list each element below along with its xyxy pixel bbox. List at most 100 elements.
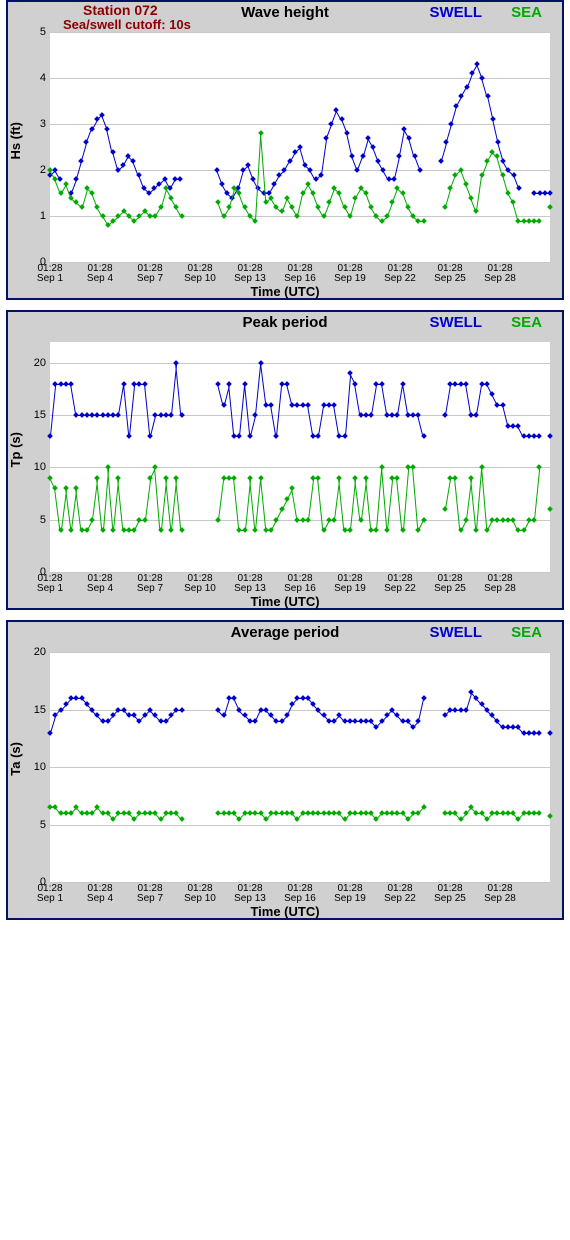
- x-tick-label: 01:28Sep 28: [482, 884, 518, 904]
- line-segment-sea: [354, 478, 360, 520]
- x-tick-label: 01:28Sep 22: [382, 574, 418, 594]
- x-tick-label: 01:28Sep 13: [232, 264, 268, 284]
- y-tick-label: 10: [18, 461, 46, 473]
- line-segment-sea: [350, 198, 356, 217]
- line-segment-swell: [176, 710, 181, 711]
- line-segment-swell: [166, 415, 171, 416]
- line-segment-swell: [381, 384, 387, 416]
- x-tick-label: 01:28Sep 16: [282, 574, 318, 594]
- line-segment-swell: [518, 426, 524, 437]
- gridline: [50, 32, 550, 33]
- line-segment-sea: [365, 193, 371, 207]
- line-segment-swell: [260, 363, 266, 405]
- line-segment-swell: [50, 384, 56, 436]
- line-segment-sea: [87, 520, 93, 531]
- line-segment-swell: [129, 384, 135, 436]
- line-segment-sea: [445, 188, 451, 207]
- gridline: [50, 124, 550, 125]
- plot-area: [50, 652, 550, 882]
- line-segment-sea: [387, 478, 393, 530]
- line-segment-swell: [310, 170, 316, 180]
- line-segment-swell: [318, 405, 324, 437]
- line-segment-sea: [338, 478, 344, 530]
- gridline: [50, 467, 550, 468]
- line-segment-swell: [70, 384, 76, 416]
- x-tick-label: 01:28Sep 28: [482, 264, 518, 284]
- line-segment-sea: [476, 175, 482, 212]
- line-segment-sea: [396, 478, 402, 530]
- line-segment-swell: [476, 384, 482, 416]
- line-segment-swell: [103, 721, 108, 722]
- gridline: [50, 363, 550, 364]
- gridline: [50, 78, 550, 79]
- x-tick-label: 01:28Sep 22: [382, 884, 418, 904]
- line-segment-sea: [518, 530, 523, 531]
- line-segment-sea: [218, 478, 224, 520]
- y-tick-label: 5: [18, 514, 46, 526]
- line-segment-sea: [403, 467, 409, 530]
- x-tick-label: 01:28Sep 4: [82, 264, 118, 284]
- gridline: [50, 216, 550, 217]
- line-segment-swell: [545, 193, 550, 194]
- line-segment-sea: [75, 488, 81, 530]
- line-segment-swell: [150, 415, 156, 436]
- line-segment-swell: [534, 436, 539, 437]
- line-segment-sea: [297, 193, 303, 216]
- line-segment-sea: [534, 467, 540, 519]
- x-tick-label: 01:28Sep 25: [432, 574, 468, 594]
- line-segment-sea: [470, 478, 476, 530]
- line-segment-sea: [445, 478, 451, 510]
- line-segment-swell: [244, 384, 250, 436]
- line-segment-swell: [234, 436, 239, 437]
- line-segment-swell: [276, 384, 282, 436]
- x-tick-label: 01:28Sep 25: [432, 264, 468, 284]
- x-axis-label: Time (UTC): [8, 594, 562, 609]
- line-segment-swell: [467, 73, 473, 87]
- line-segment-sea: [371, 530, 376, 531]
- line-segment-swell: [481, 78, 487, 97]
- x-tick-label: 01:28Sep 10: [182, 574, 218, 594]
- line-segment-sea: [260, 478, 266, 530]
- line-segment-sea: [233, 478, 239, 530]
- y-tick-label: 20: [18, 357, 46, 369]
- x-tick-label: 01:28Sep 7: [132, 574, 168, 594]
- legend-swell: SWELL: [430, 624, 483, 641]
- x-axis-label: Time (UTC): [8, 904, 562, 919]
- x-tick-label: 01:28Sep 4: [82, 574, 118, 594]
- gridline: [50, 652, 550, 653]
- line-segment-sea: [418, 807, 424, 813]
- line-segment-swell: [101, 115, 107, 129]
- line-segment-sea: [412, 467, 418, 530]
- y-tick-label: 1: [18, 210, 46, 222]
- line-segment-swell: [389, 179, 394, 180]
- x-tick-label: 01:28Sep 10: [182, 884, 218, 904]
- line-segment-sea: [460, 170, 466, 184]
- line-segment-sea: [239, 193, 245, 207]
- x-tick-label: 01:28Sep 16: [282, 264, 318, 284]
- line-segment-sea: [165, 478, 171, 530]
- legend-sea: SEA: [511, 4, 542, 21]
- line-segment-sea: [487, 520, 493, 531]
- x-tick-label: 01:28Sep 10: [182, 264, 218, 284]
- line-segment-sea: [454, 478, 460, 530]
- panel-peak-period: Peak periodSWELLSEATp (s)Time (UTC)05101…: [6, 310, 564, 610]
- line-segment-sea: [502, 175, 508, 194]
- line-segment-sea: [82, 530, 87, 531]
- line-segment-swell: [113, 415, 118, 416]
- line-segment-swell: [175, 179, 180, 180]
- line-segment-swell: [139, 715, 145, 721]
- y-tick-label: 2: [18, 164, 46, 176]
- panel-avg-period: Average periodSWELLSEATa (s)Time (UTC)05…: [6, 620, 564, 920]
- line-segment-swell: [402, 384, 408, 416]
- line-segment-sea: [276, 509, 282, 520]
- line-segment-sea: [418, 221, 423, 222]
- legend-sea: SEA: [511, 624, 542, 641]
- line-segment-sea: [355, 188, 361, 198]
- line-segment-swell: [71, 179, 77, 193]
- line-segment-sea: [402, 193, 408, 207]
- line-segment-swell: [417, 415, 423, 436]
- x-tick-label: 01:28Sep 13: [232, 574, 268, 594]
- line-segment-sea: [249, 478, 255, 530]
- x-tick-label: 01:28Sep 4: [82, 884, 118, 904]
- line-segment-swell: [175, 363, 181, 415]
